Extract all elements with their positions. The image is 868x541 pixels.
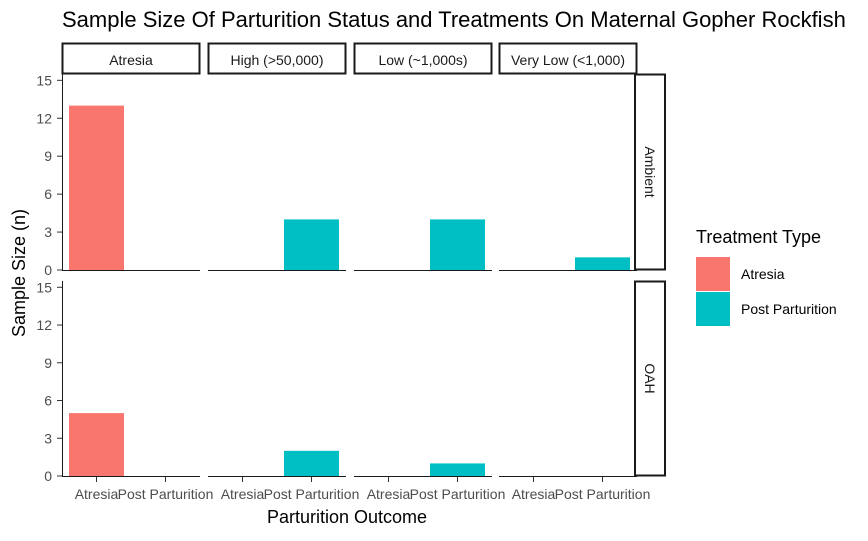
y-tick-label: 6 — [44, 186, 52, 202]
legend-entry-label: Atresia — [741, 266, 785, 282]
bar — [69, 105, 124, 270]
strip-row-box — [634, 280, 666, 477]
x-tick-label: Post Parturition — [264, 486, 360, 502]
strip-row-box — [634, 73, 666, 271]
x-tick-label: Post Parturition — [555, 486, 651, 502]
chart-title: Sample Size Of Parturition Status and Tr… — [62, 7, 846, 32]
y-tick-label: 0 — [44, 468, 52, 484]
bar — [284, 450, 339, 476]
bar — [430, 463, 485, 476]
bar — [575, 257, 630, 270]
y-tick-label: 15 — [36, 279, 52, 295]
x-tick-label: Post Parturition — [410, 486, 506, 502]
plot-panels: Atresia High (>50,000) Low (~1,000s) Very L… — [36, 42, 666, 502]
x-axis-title: Parturition Outcome — [267, 507, 427, 527]
y-tick-label: 0 — [44, 262, 52, 278]
bar — [430, 219, 485, 270]
y-tick-label: 12 — [36, 317, 52, 333]
bar — [69, 413, 124, 476]
y-tick-label: 12 — [36, 110, 52, 126]
x-tick-label: Atresia — [512, 486, 556, 502]
strip-col-box — [498, 42, 638, 75]
legend-swatch — [696, 292, 730, 326]
strip-row-label: OAH — [642, 363, 658, 393]
x-tick-label: Atresia — [221, 486, 265, 502]
strip-col-box — [61, 42, 201, 75]
bar — [284, 219, 339, 270]
strip-row-label: Ambient — [642, 146, 658, 197]
strip-col-box — [353, 42, 493, 75]
legend-title: Treatment Type — [696, 227, 821, 247]
strip-col-label: Low (~1,000s) — [378, 52, 467, 68]
y-tick-label: 6 — [44, 393, 52, 409]
y-tick-label: 15 — [36, 72, 52, 88]
x-tick-label: Atresia — [75, 486, 119, 502]
y-axis-title: Sample Size (n) — [9, 209, 29, 337]
legend-entry-label: Post Parturition — [741, 301, 837, 317]
y-tick-label: 9 — [44, 355, 52, 371]
legend-swatch — [696, 257, 730, 291]
strip-col-box — [207, 42, 347, 75]
legend: Treatment Type Atresia Post Parturition — [696, 227, 837, 326]
x-tick-label: Post Parturition — [118, 486, 214, 502]
x-tick-label: Atresia — [367, 486, 411, 502]
y-tick-label: 3 — [44, 224, 52, 240]
strip-col-label: Atresia — [109, 52, 153, 68]
y-tick-label: 9 — [44, 148, 52, 164]
y-tick-label: 3 — [44, 430, 52, 446]
strip-col-label: High (>50,000) — [230, 52, 323, 68]
strip-col-label: Very Low (<1,000) — [511, 52, 625, 68]
